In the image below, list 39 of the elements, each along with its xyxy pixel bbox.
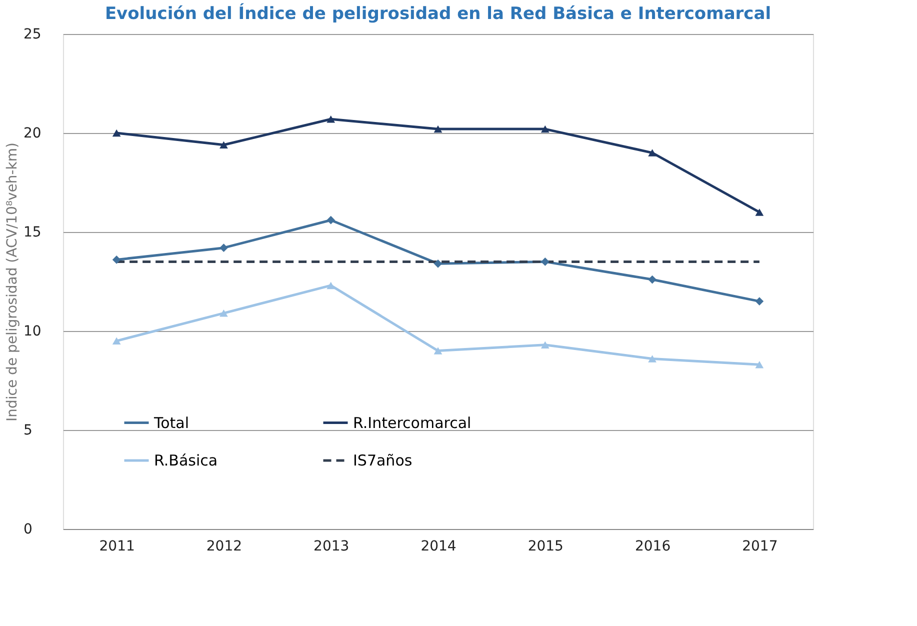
chart-title: Evolución del Índice de peligrosidad en la Red Básica e Intercomarcal bbox=[104, 3, 772, 24]
point bbox=[326, 116, 336, 123]
y-tick-label: 10 bbox=[24, 324, 42, 340]
y-axis-title: Indice de peligrosidad (ACV/10⁸veh-km) bbox=[4, 142, 20, 422]
x-tick-label: 2012 bbox=[206, 538, 242, 554]
x-tick-label: 2016 bbox=[634, 538, 671, 554]
legend-label: R.Intercomarcal bbox=[353, 414, 472, 432]
x-tick-label: 2013 bbox=[314, 538, 350, 554]
point bbox=[326, 282, 336, 290]
point bbox=[540, 341, 550, 348]
legend-label: IS7años bbox=[353, 452, 412, 470]
y-tick-label: 0 bbox=[24, 522, 32, 538]
point bbox=[112, 256, 121, 264]
y-tick-label: 5 bbox=[24, 422, 32, 438]
legend-label: R.Básica bbox=[154, 452, 218, 470]
point bbox=[434, 125, 442, 133]
point bbox=[755, 361, 764, 368]
point bbox=[434, 259, 442, 268]
point bbox=[220, 141, 228, 149]
point bbox=[112, 129, 121, 137]
point bbox=[540, 125, 550, 133]
y-tick-label: 20 bbox=[24, 126, 42, 142]
point bbox=[755, 297, 764, 306]
x-tick-label: 2015 bbox=[528, 538, 564, 554]
point bbox=[220, 244, 228, 252]
point bbox=[434, 347, 442, 354]
y-tick-label: 25 bbox=[24, 26, 42, 42]
point bbox=[648, 149, 656, 156]
point bbox=[648, 355, 656, 362]
x-tick-label: 2017 bbox=[742, 538, 778, 554]
point bbox=[112, 337, 121, 345]
point bbox=[755, 208, 764, 216]
x-tick-label: 2014 bbox=[420, 538, 456, 554]
point bbox=[648, 275, 656, 284]
legend-label: Total bbox=[153, 414, 190, 432]
y-tick-label: 15 bbox=[24, 224, 42, 240]
point bbox=[326, 216, 336, 224]
point bbox=[220, 310, 228, 317]
x-tick-label: 2011 bbox=[99, 538, 135, 554]
